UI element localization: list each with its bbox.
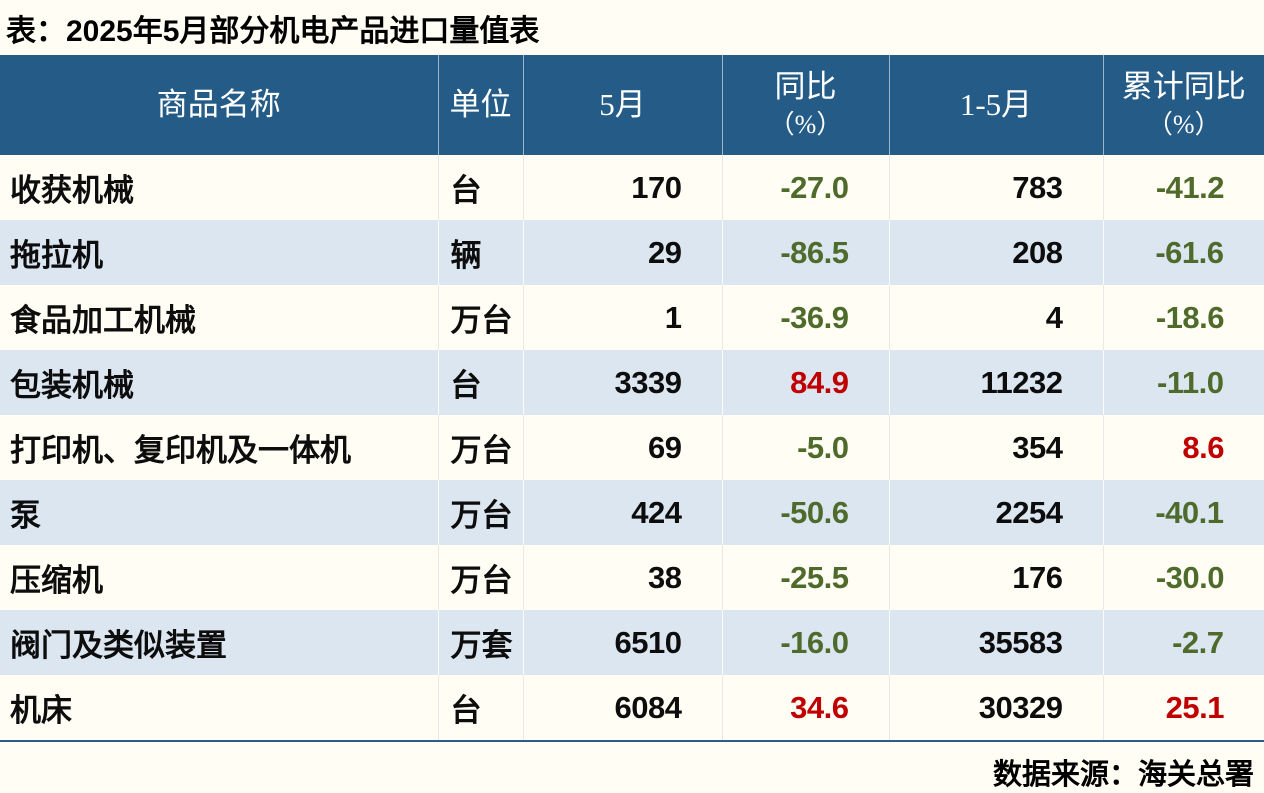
may-value: 170: [523, 155, 722, 220]
may-value: 3339: [523, 350, 722, 415]
table-row: 压缩机 万台 38 -25.5 176 -30.0: [0, 545, 1264, 610]
may-value: 424: [523, 480, 722, 545]
unit-cell: 万台: [438, 480, 523, 545]
yoy-value: -5.0: [722, 415, 889, 480]
may-value: 1: [523, 285, 722, 350]
col-header-yoy: 同比 （%）: [722, 55, 889, 155]
unit-cell: 台: [438, 675, 523, 741]
jan-may-value: 176: [889, 545, 1103, 610]
may-value: 38: [523, 545, 722, 610]
table-row: 打印机、复印机及一体机 万台 69 -5.0 354 8.6: [0, 415, 1264, 480]
jan-may-value: 208: [889, 220, 1103, 285]
cum-yoy-value: -41.2: [1103, 155, 1264, 220]
cum-yoy-value: -30.0: [1103, 545, 1264, 610]
product-cell: 拖拉机: [0, 220, 438, 285]
unit-cell: 万台: [438, 285, 523, 350]
yoy-value: -36.9: [722, 285, 889, 350]
yoy-value: 84.9: [722, 350, 889, 415]
import-data-table: 商品名称 单位 5月 同比 （%） 1-5月 累计同比 （%） 收获机械 台 170…: [0, 55, 1264, 742]
may-value: 6084: [523, 675, 722, 741]
may-value: 69: [523, 415, 722, 480]
may-value: 29: [523, 220, 722, 285]
table-row: 拖拉机 辆 29 -86.5 208 -61.6: [0, 220, 1264, 285]
cum-yoy-value: -2.7: [1103, 610, 1264, 675]
col-header-unit: 单位: [438, 55, 523, 155]
jan-may-value: 4: [889, 285, 1103, 350]
product-cell: 阀门及类似装置: [0, 610, 438, 675]
table-row: 包装机械 台 3339 84.9 11232 -11.0: [0, 350, 1264, 415]
jan-may-value: 11232: [889, 350, 1103, 415]
table-row: 收获机械 台 170 -27.0 783 -41.2: [0, 155, 1264, 220]
product-cell: 打印机、复印机及一体机: [0, 415, 438, 480]
may-value: 6510: [523, 610, 722, 675]
col-header-product: 商品名称: [0, 55, 438, 155]
col-header-yoy-label: 同比: [775, 69, 837, 104]
cum-yoy-value: -11.0: [1103, 350, 1264, 415]
unit-cell: 万套: [438, 610, 523, 675]
yoy-value: -16.0: [722, 610, 889, 675]
cum-yoy-value: -61.6: [1103, 220, 1264, 285]
jan-may-value: 2254: [889, 480, 1103, 545]
unit-cell: 辆: [438, 220, 523, 285]
yoy-value: -50.6: [722, 480, 889, 545]
jan-may-value: 783: [889, 155, 1103, 220]
jan-may-value: 354: [889, 415, 1103, 480]
product-cell: 压缩机: [0, 545, 438, 610]
header-row: 商品名称 单位 5月 同比 （%） 1-5月 累计同比 （%）: [0, 55, 1264, 155]
product-cell: 收获机械: [0, 155, 438, 220]
yoy-value: -86.5: [722, 220, 889, 285]
table-row: 泵 万台 424 -50.6 2254 -40.1: [0, 480, 1264, 545]
page-title: 表：2025年5月部分机电产品进口量值表: [0, 0, 1264, 55]
cum-yoy-value: 25.1: [1103, 675, 1264, 741]
product-cell: 包装机械: [0, 350, 438, 415]
yoy-value: 34.6: [722, 675, 889, 741]
col-header-cum-yoy-label: 累计同比: [1122, 69, 1246, 104]
unit-cell: 万台: [438, 415, 523, 480]
yoy-value: -25.5: [722, 545, 889, 610]
unit-cell: 台: [438, 350, 523, 415]
table-row: 食品加工机械 万台 1 -36.9 4 -18.6: [0, 285, 1264, 350]
unit-cell: 万台: [438, 545, 523, 610]
cum-yoy-value: -40.1: [1103, 480, 1264, 545]
jan-may-value: 35583: [889, 610, 1103, 675]
col-header-may: 5月: [523, 55, 722, 155]
jan-may-value: 30329: [889, 675, 1103, 741]
col-header-jan-may: 1-5月: [889, 55, 1103, 155]
col-header-yoy-sub: （%）: [723, 109, 889, 142]
product-cell: 机床: [0, 675, 438, 741]
col-header-cum-yoy: 累计同比 （%）: [1103, 55, 1264, 155]
data-source: 数据来源：海关总署: [0, 742, 1264, 793]
col-header-cum-yoy-sub: （%）: [1104, 109, 1264, 142]
table-row: 机床 台 6084 34.6 30329 25.1: [0, 675, 1264, 741]
table-row: 阀门及类似装置 万套 6510 -16.0 35583 -2.7: [0, 610, 1264, 675]
unit-cell: 台: [438, 155, 523, 220]
yoy-value: -27.0: [722, 155, 889, 220]
product-cell: 食品加工机械: [0, 285, 438, 350]
cum-yoy-value: -18.6: [1103, 285, 1264, 350]
product-cell: 泵: [0, 480, 438, 545]
cum-yoy-value: 8.6: [1103, 415, 1264, 480]
